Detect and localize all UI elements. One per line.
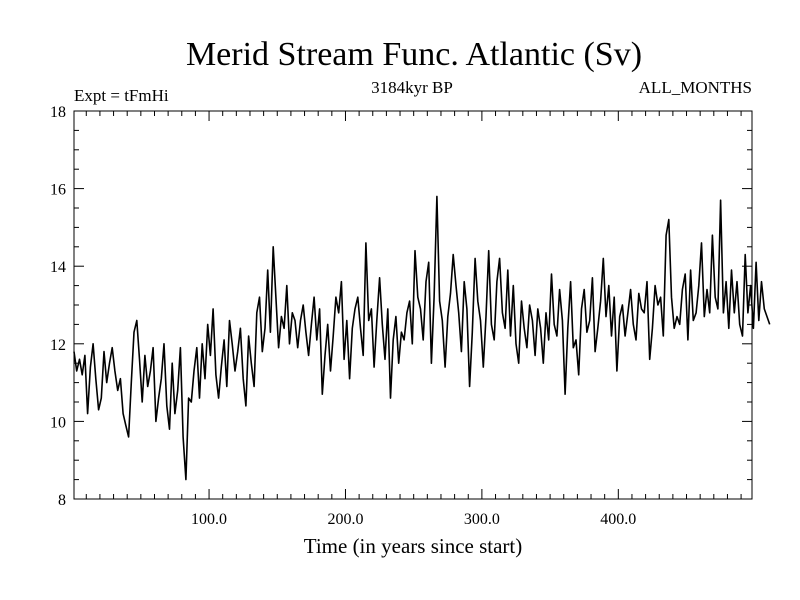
y-tick-label: 12 [50,337,66,354]
x-axis-label: Time (in years since start) [304,534,523,558]
minor-ticks [74,111,752,499]
y-tick-label: 10 [50,414,66,431]
x-axis: 100.0 200.0 300.0 400.0 [191,111,636,528]
x-tick-label: 300.0 [464,511,500,528]
x-tick-label: 400.0 [600,511,636,528]
x-tick-label: 200.0 [327,511,363,528]
series-line [73,195,771,481]
chart-title: Merid Stream Func. Atlantic (Sv) [186,36,642,73]
y-tick-label: 18 [50,104,66,121]
y-tick-label: 8 [58,492,66,509]
experiment-label: Expt = tFmHi [74,86,169,105]
y-tick-label: 14 [50,259,66,276]
y-axis: 8 10 12 14 16 18 [50,104,752,509]
y-tick-label: 16 [50,182,66,199]
chart-subtitle: 3184kyr BP [371,78,453,97]
x-tick-label: 100.0 [191,511,227,528]
months-label: ALL_MONTHS [639,78,752,97]
